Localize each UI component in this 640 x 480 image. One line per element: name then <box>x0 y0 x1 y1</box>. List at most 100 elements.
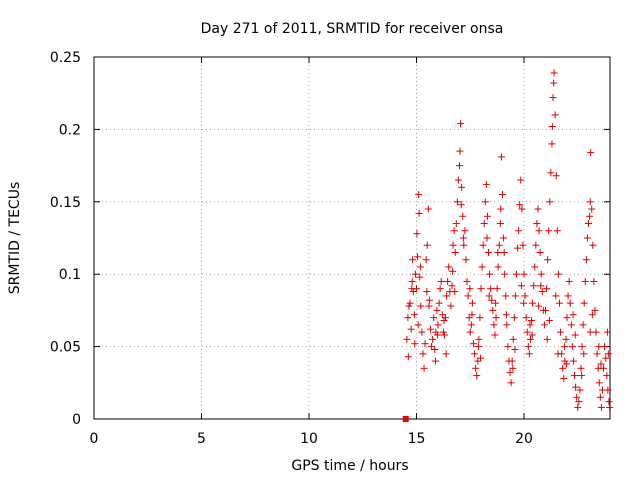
data-point <box>451 288 459 296</box>
data-point <box>554 270 562 278</box>
data-point <box>572 383 580 391</box>
data-point <box>575 398 583 406</box>
data-point <box>474 343 482 351</box>
data-point <box>494 263 502 271</box>
data-point <box>526 335 534 343</box>
data-point <box>415 191 423 199</box>
data-point <box>468 311 476 319</box>
data-point <box>604 386 612 394</box>
data-point <box>569 311 577 319</box>
data-point <box>520 299 528 307</box>
data-point <box>580 350 588 358</box>
data-point <box>604 350 612 358</box>
data-point <box>560 374 568 382</box>
data-point <box>514 244 522 252</box>
data-point <box>442 314 450 322</box>
data-point <box>415 209 423 217</box>
data-point <box>410 311 418 319</box>
data-point <box>442 350 450 358</box>
data-point <box>507 379 515 387</box>
data-point <box>486 270 494 278</box>
data-point <box>576 386 584 394</box>
data-point <box>463 277 471 285</box>
data-point <box>535 302 543 310</box>
data-point <box>454 176 462 184</box>
data-point <box>502 292 510 300</box>
data-point <box>552 292 560 300</box>
data-point <box>571 331 579 339</box>
data-point <box>511 292 519 300</box>
data-point <box>528 317 536 325</box>
data-point <box>403 335 411 343</box>
data-point <box>436 285 444 293</box>
data-point <box>440 331 448 339</box>
data-point <box>433 306 441 314</box>
data-point <box>533 220 541 228</box>
data-point <box>528 331 536 339</box>
data-point <box>542 306 549 314</box>
data-point <box>523 328 531 336</box>
data-point <box>477 354 485 362</box>
data-point <box>411 340 419 348</box>
data-point <box>417 302 425 310</box>
data-point <box>416 273 424 281</box>
data-point <box>444 277 452 285</box>
x-tick-label: 0 <box>90 431 99 447</box>
data-point <box>534 205 542 213</box>
data-point <box>469 340 477 348</box>
data-point <box>548 140 556 148</box>
data-point <box>457 120 465 128</box>
data-point <box>405 302 413 310</box>
data-point <box>573 393 581 401</box>
data-point <box>595 343 603 351</box>
data-point <box>526 321 534 329</box>
y-tick-label: 0.2 <box>59 122 81 138</box>
data-point <box>537 282 545 290</box>
data-point <box>563 314 571 322</box>
data-point <box>566 299 574 307</box>
data-point <box>535 227 543 235</box>
data-point <box>548 123 556 131</box>
data-point <box>549 94 557 102</box>
y-tick-label: 0.05 <box>50 340 81 356</box>
data-point <box>408 285 416 293</box>
data-point <box>577 364 585 372</box>
data-point <box>409 256 417 264</box>
data-point <box>563 360 571 368</box>
data-point <box>593 350 601 358</box>
data-point <box>466 328 474 336</box>
data-point <box>603 328 611 336</box>
data-point <box>404 353 412 361</box>
data-point <box>586 328 594 336</box>
data-point <box>564 292 572 300</box>
data-point <box>445 263 453 271</box>
data-point <box>452 220 460 228</box>
data-point <box>547 169 555 177</box>
data-point <box>426 325 434 333</box>
data-point <box>485 292 493 300</box>
data-point <box>517 176 525 184</box>
data-point <box>550 79 558 87</box>
data-point <box>477 285 485 293</box>
data-point <box>578 343 586 351</box>
data-point <box>544 256 552 264</box>
data-point <box>450 227 458 235</box>
data-point <box>568 343 576 351</box>
data-point <box>520 270 528 278</box>
data-point <box>483 212 491 220</box>
x-tick-label: 15 <box>408 431 426 447</box>
data-point <box>431 345 439 353</box>
data-point <box>425 302 433 310</box>
data-point <box>529 299 537 307</box>
data-point <box>602 354 610 362</box>
y-tick-label: 0.1 <box>59 267 81 283</box>
data-point <box>537 270 545 278</box>
data-point <box>559 364 567 372</box>
data-point <box>421 340 429 348</box>
data-point <box>506 369 514 377</box>
grid-lines <box>94 57 610 419</box>
x-tick-labels: 0 5 10 15 20 <box>90 431 533 447</box>
data-point <box>434 331 442 339</box>
data-point <box>590 277 598 285</box>
data-point <box>561 357 569 365</box>
